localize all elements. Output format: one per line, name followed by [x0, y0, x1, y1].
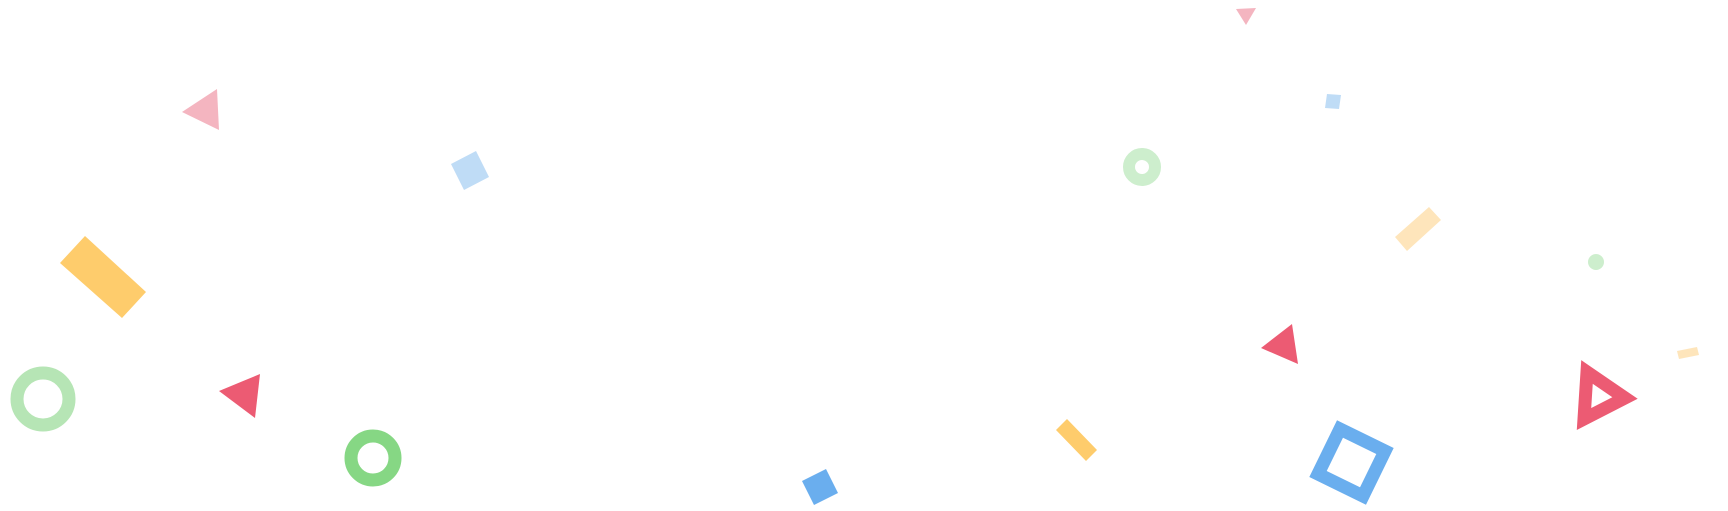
- light-yellow-rectangle-far-right: [1677, 347, 1699, 359]
- red-triangle-outline-right: [1576, 360, 1638, 430]
- light-blue-square-top: [451, 151, 489, 190]
- pink-triangle-top-left: [182, 89, 219, 130]
- red-triangle-left: [219, 374, 260, 418]
- light-green-ring-left: [10, 366, 76, 432]
- yellow-rectangle-bottom-center: [1056, 419, 1097, 461]
- pink-triangle-top: [1236, 8, 1256, 25]
- pale-green-dot-right: [1588, 254, 1604, 270]
- red-triangle-right: [1261, 324, 1298, 364]
- blue-square-outline-right: [1309, 420, 1394, 505]
- yellow-rectangle-left: [60, 236, 146, 318]
- light-yellow-rectangle-right: [1395, 207, 1441, 251]
- pale-green-ring-center: [1123, 148, 1161, 186]
- blue-square-bottom: [802, 469, 838, 505]
- green-ring-bottom-left: [344, 429, 402, 487]
- light-blue-square-small: [1325, 94, 1341, 109]
